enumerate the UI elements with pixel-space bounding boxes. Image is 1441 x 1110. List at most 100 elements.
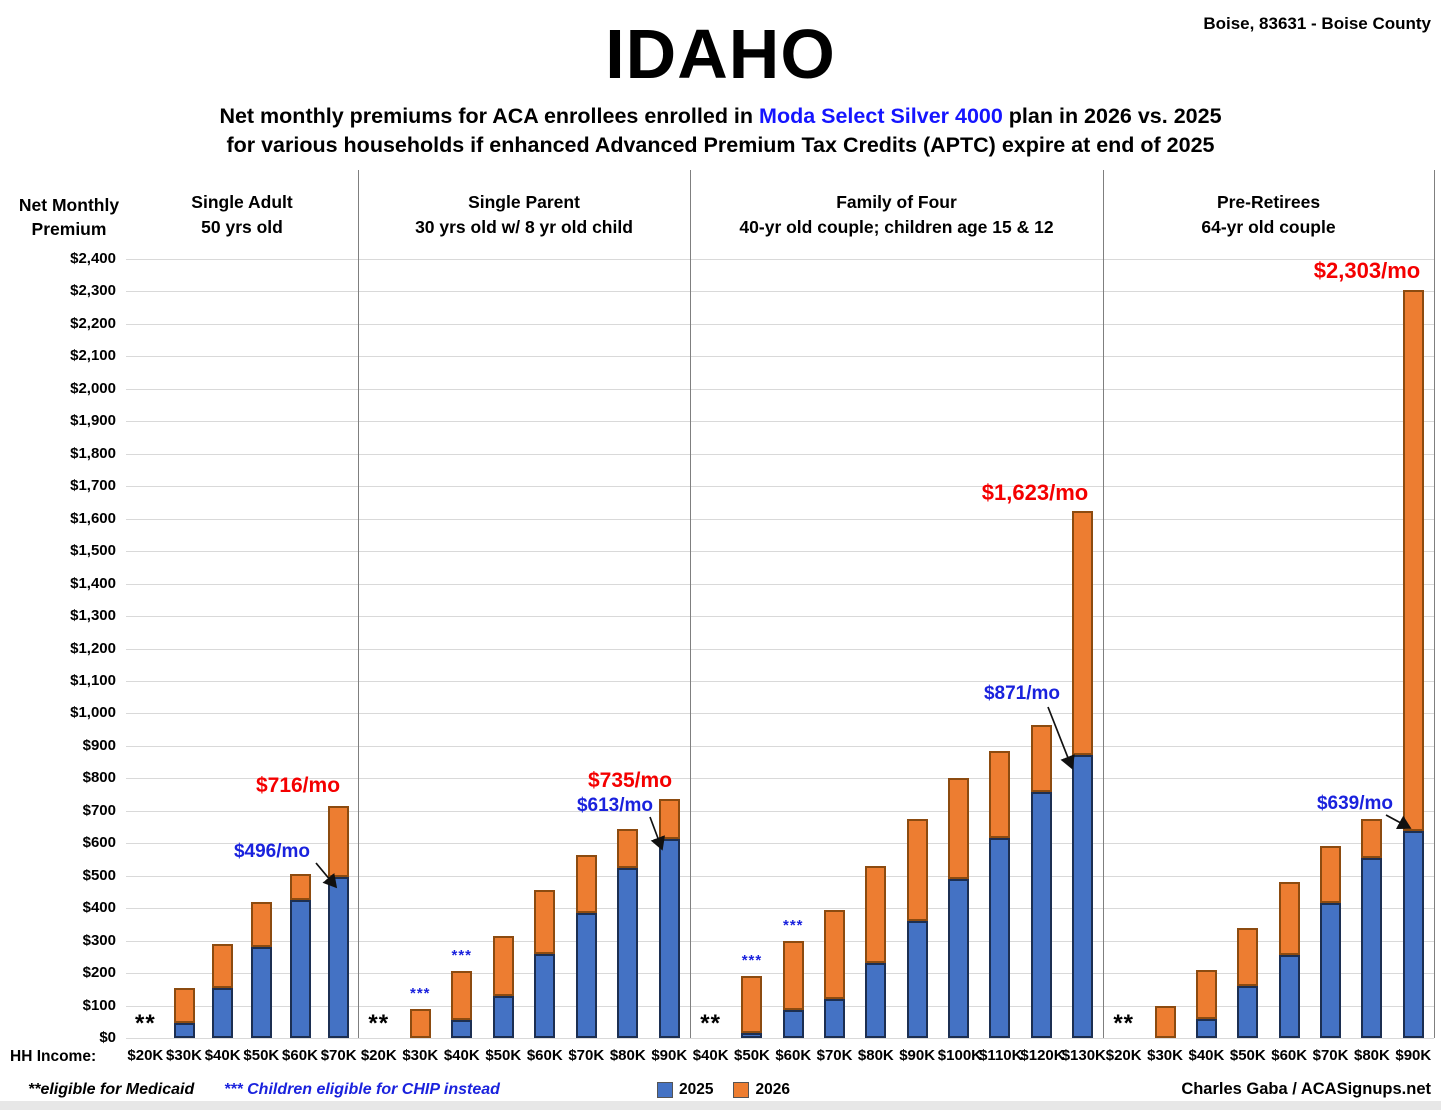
location-label: Boise, 83631 - Boise County (1203, 14, 1431, 33)
y-axis-title-line2: Premium (31, 219, 107, 239)
y-tick-label: $800 (82, 769, 116, 787)
gridline (126, 486, 1434, 488)
x-axis-label: $20K (127, 1047, 164, 1064)
bar-2025 (328, 877, 350, 1038)
panel-separator (358, 170, 359, 1038)
bar-2026 (1071, 511, 1093, 756)
x-axis-label: $50K (485, 1047, 522, 1064)
x-axis-label: $50K (243, 1047, 280, 1064)
bar-2026 (328, 805, 350, 877)
bar-2026 (906, 818, 928, 922)
x-axis-label: $120K (1020, 1047, 1065, 1064)
bar-2026 (782, 940, 804, 1011)
bar-2025 (212, 987, 234, 1038)
y-tick-label: $1,000 (70, 704, 116, 722)
bar-2025 (173, 1023, 195, 1038)
x-axis-label: $30K (402, 1047, 439, 1064)
chip-marker: *** (451, 947, 472, 965)
bar-2026 (865, 865, 887, 964)
bar-2025 (1361, 857, 1383, 1038)
legend-swatch-2026 (733, 1082, 750, 1098)
gridline (126, 453, 1434, 455)
bar-2026 (451, 971, 473, 1021)
bar-2026 (534, 890, 556, 954)
x-axis-label: $20K (360, 1047, 397, 1064)
bar-2026 (1030, 724, 1052, 793)
x-axis-label: $20K (1105, 1047, 1142, 1064)
y-tick-label: $1,600 (70, 509, 116, 527)
y-tick-label: $600 (82, 834, 116, 852)
bar-2025 (1195, 1018, 1217, 1038)
bar-2026 (575, 854, 597, 914)
y-axis-title: Net Monthly Premium (4, 193, 134, 241)
y-tick-label: $1,400 (70, 574, 116, 592)
gridline (126, 356, 1434, 358)
panel-subtitle: 40-yr old couple; children age 15 & 12 (739, 217, 1054, 237)
y-tick-label: $500 (82, 866, 116, 884)
y-tick-label: $1,900 (70, 412, 116, 430)
gridline (126, 713, 1434, 715)
chip-marker: *** (782, 916, 804, 934)
annotation-2025-value: $613/mo (576, 795, 654, 816)
panel-subtitle: 64-yr old couple (1201, 217, 1336, 237)
y-tick-label: $300 (82, 931, 116, 949)
x-axis-label: $40K (443, 1047, 480, 1064)
y-tick-label: $0 (99, 1029, 116, 1046)
legend: 2025 2026 (657, 1081, 790, 1099)
bar-2025 (534, 953, 556, 1038)
x-axis-label: $80K (609, 1047, 646, 1064)
bar-2026 (1195, 969, 1217, 1019)
bar-2026 (250, 901, 272, 948)
y-tick-label: $2,100 (70, 347, 116, 365)
gridline (126, 291, 1434, 293)
bottom-strip (0, 1101, 1441, 1110)
y-tick-label: $100 (82, 996, 116, 1014)
y-tick-label: $900 (82, 736, 116, 754)
panel-header-single-parent: Single Parent 30 yrs old w/ 8 yr old chi… (358, 190, 690, 240)
x-axis-label: $40K (1188, 1047, 1225, 1064)
x-axis-label: $60K (282, 1047, 318, 1064)
bar-2026 (289, 874, 311, 901)
y-tick-label: $700 (82, 801, 116, 819)
gridline (126, 259, 1434, 260)
x-axis-label: $60K (526, 1047, 563, 1064)
x-axis-label: $90K (651, 1047, 688, 1064)
gridline (126, 583, 1434, 585)
x-axis-label: $100K (937, 1047, 982, 1064)
medicaid-marker: ** (368, 1010, 390, 1037)
x-axis-label: $70K (816, 1047, 853, 1064)
gridline (126, 680, 1434, 682)
x-axis-label: $50K (1229, 1047, 1266, 1064)
gridline (126, 1005, 1434, 1007)
panel-header-single-adult: Single Adult 50 yrs old (126, 190, 358, 240)
y-axis-title-line1: Net Monthly (18, 195, 120, 215)
credit-label: Charles Gaba / ACASignups.net (1181, 1080, 1431, 1098)
annotation-2026-value: $1,623/mo (981, 480, 1089, 505)
legend-label-2026: 2026 (755, 1081, 790, 1098)
bar-2026 (1154, 1005, 1176, 1038)
x-axis-label: $90K (899, 1047, 936, 1064)
bar-2026 (741, 976, 763, 1034)
x-axis-label: $130K (1061, 1047, 1106, 1064)
medicaid-marker: ** (134, 1010, 156, 1037)
annotation-arrow (1047, 706, 1075, 770)
bar-2025 (865, 963, 887, 1038)
chart-title: IDAHO (605, 15, 836, 93)
bar-2025 (289, 900, 311, 1038)
gridline (126, 388, 1434, 390)
bar-2026 (1320, 846, 1342, 904)
bar-2026 (947, 778, 969, 879)
gridline (126, 551, 1434, 553)
hh-income-label: HH Income: (10, 1048, 97, 1065)
subtitle-pre: Net monthly premiums for ACA enrollees e… (219, 104, 760, 128)
annotation-2025-value: $639/mo (1316, 793, 1394, 814)
bar-2025 (575, 913, 597, 1038)
bar-2025 (1237, 986, 1259, 1038)
y-tick-label: $1,200 (70, 639, 116, 657)
y-tick-label: $200 (82, 964, 116, 982)
bar-2025 (1278, 955, 1300, 1038)
panel-separator (690, 170, 691, 1038)
y-tick-label: $1,500 (70, 542, 116, 560)
annotation-2025-value: $496/mo (233, 841, 311, 862)
annotation-2026-value: $716/mo (255, 774, 341, 797)
